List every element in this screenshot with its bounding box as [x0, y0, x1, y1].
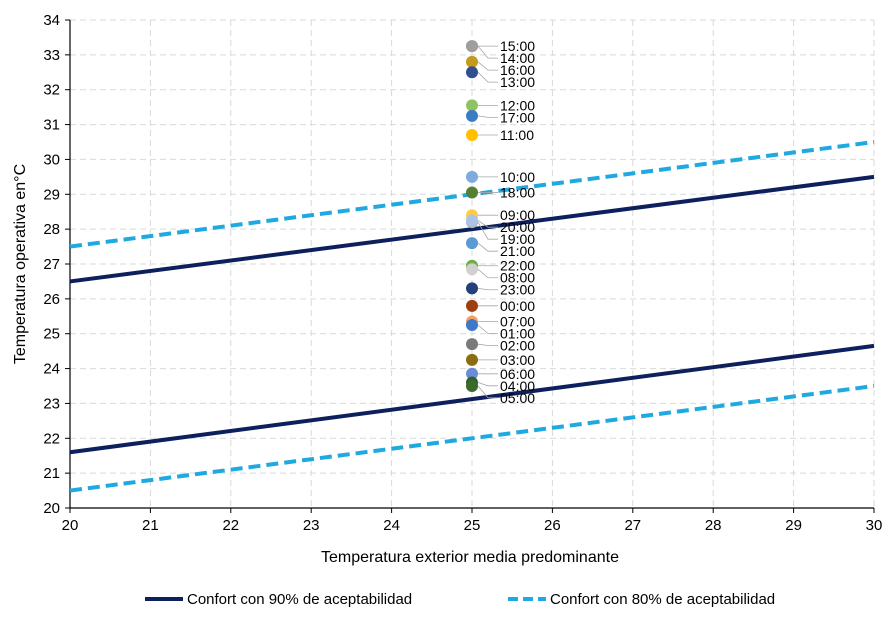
- data-label: 00:00: [500, 298, 535, 314]
- data-label: 10:00: [500, 169, 535, 185]
- x-tick-label: 21: [142, 517, 159, 534]
- leader-line: [477, 242, 498, 252]
- data-label: 20:00: [500, 219, 535, 235]
- leader-line: [477, 288, 498, 291]
- data-point: [466, 319, 478, 331]
- leader-line: [477, 220, 498, 228]
- y-tick-label: 29: [43, 186, 60, 203]
- data-label: 21:00: [500, 243, 535, 259]
- x-tick-label: 29: [785, 517, 802, 534]
- legend: Confort con 90% de aceptabilidad Confort …: [145, 591, 775, 608]
- y-tick-label: 30: [43, 151, 60, 168]
- data-label: 03:00: [500, 352, 535, 368]
- data-label: 02:00: [500, 338, 535, 354]
- y-tick-label: 27: [43, 256, 60, 273]
- y-axis-title: Temperatura operativa en°C: [12, 164, 29, 364]
- comfort-line: [69, 384, 875, 493]
- data-label: 23:00: [500, 282, 535, 298]
- legend-label: Confort con 80% de aceptabilidad: [550, 591, 775, 608]
- x-tick-label: 22: [222, 517, 239, 534]
- x-tick-label: 26: [544, 517, 561, 534]
- leader-line: [477, 385, 498, 399]
- leader-line: [477, 115, 498, 118]
- y-tick-label: 23: [43, 395, 60, 412]
- data-point: [466, 237, 478, 250]
- data-point: [466, 129, 478, 142]
- leader-line: [477, 343, 498, 346]
- x-tick-label: 20: [62, 517, 79, 534]
- data-point: [466, 170, 478, 183]
- data-label: 15:00: [500, 38, 535, 54]
- data-label: 08:00: [500, 270, 535, 286]
- leader-line: [477, 221, 498, 240]
- data-label: 17:00: [500, 109, 535, 125]
- data-label: 13:00: [500, 74, 535, 90]
- data-label: 04:00: [500, 378, 535, 394]
- x-tick-label: 30: [866, 517, 883, 534]
- data-label: 22:00: [500, 258, 535, 274]
- leader-line: [477, 45, 498, 59]
- data-point: [466, 263, 478, 276]
- data-label: 09:00: [500, 207, 535, 223]
- data-label: 05:00: [500, 390, 535, 406]
- x-tick-label: 23: [303, 517, 320, 534]
- x-tick-label: 28: [705, 517, 722, 534]
- data-point: [466, 109, 478, 122]
- data-label: 19:00: [500, 231, 535, 247]
- comfort-line: [69, 343, 875, 455]
- leader-line: [477, 72, 498, 83]
- data-point: [466, 99, 478, 112]
- y-tick-label: 22: [43, 430, 60, 447]
- comfort-line: [69, 174, 875, 284]
- data-label: 06:00: [500, 366, 535, 382]
- x-tick-label: 27: [624, 517, 641, 534]
- y-tick-label: 20: [43, 500, 60, 517]
- data-point: [466, 40, 478, 53]
- y-tick-label: 26: [43, 291, 60, 308]
- data-label: 16:00: [500, 62, 535, 78]
- axes-layer: 20 21 22 23 24 25 26 27 28 29 30 20 21 22 23 24 25 26 27 28…: [43, 12, 882, 534]
- data-point: [466, 353, 478, 366]
- data-point: [466, 55, 478, 68]
- leader-line: [477, 324, 498, 334]
- data-point: [466, 338, 478, 351]
- points-layer: [466, 40, 478, 392]
- x-tick-label: 25: [464, 517, 481, 534]
- x-axis-title: Temperatura exterior media predominante: [321, 549, 619, 566]
- x-tick-label: 24: [383, 517, 400, 534]
- data-label: 18:00: [500, 185, 535, 201]
- data-label: 14:00: [500, 50, 535, 66]
- y-tick-label: 32: [43, 82, 60, 99]
- data-point: [466, 66, 478, 79]
- data-label: 01:00: [500, 326, 535, 342]
- y-tick-label: 31: [43, 117, 60, 134]
- data-point: [466, 282, 478, 295]
- y-tick-label: 28: [43, 221, 60, 238]
- y-tick-label: 24: [43, 361, 60, 378]
- leader-line: [477, 268, 498, 279]
- data-point: [466, 380, 478, 392]
- y-tick-label: 21: [43, 465, 60, 482]
- y-tick-label: 33: [43, 47, 60, 64]
- legend-label: Confort con 90% de aceptabilidad: [187, 591, 412, 608]
- data-point: [466, 367, 478, 380]
- data-label: 07:00: [500, 314, 535, 330]
- leader-line: [477, 61, 498, 71]
- y-tick-label: 25: [43, 326, 60, 343]
- data-label: 11:00: [500, 127, 534, 143]
- data-point: [466, 186, 478, 199]
- data-label: 12:00: [500, 97, 535, 113]
- y-tick-label: 34: [43, 12, 60, 29]
- data-point: [466, 214, 478, 227]
- leader-line: [477, 382, 498, 387]
- data-point: [466, 299, 478, 312]
